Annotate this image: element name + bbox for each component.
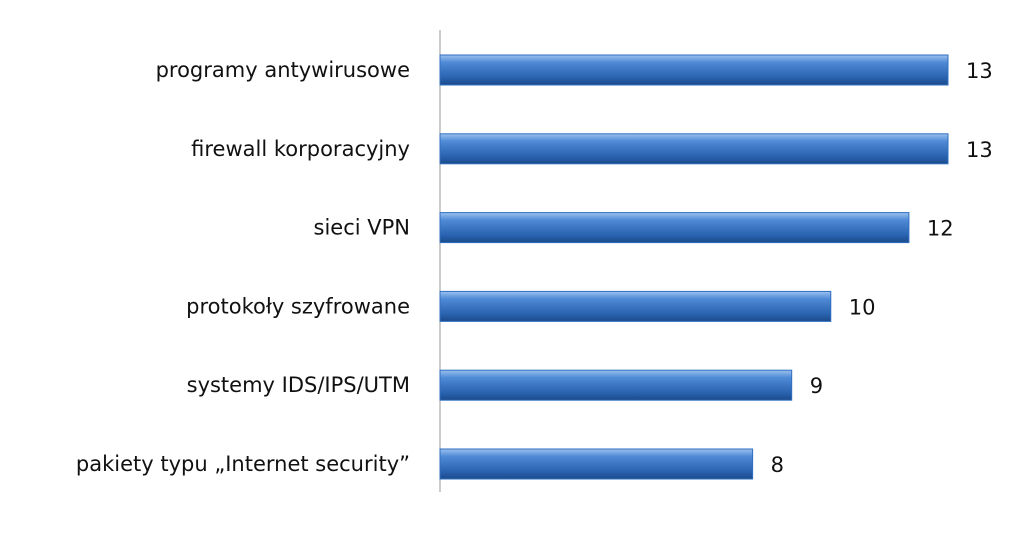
bar [439,54,949,86]
bar [439,212,910,244]
value-label: 13 [966,138,993,162]
bar [439,133,949,165]
value-label: 13 [966,59,993,83]
bar [439,448,754,480]
category-label: protokoły szyfrowane [186,294,410,318]
value-label: 8 [771,453,784,477]
category-label: programy antywirusowe [156,58,410,82]
value-label: 10 [849,295,876,319]
bar [439,369,793,401]
value-label: 9 [810,374,823,398]
bar [439,290,832,322]
category-label: sieci VPN [314,216,411,240]
category-label: systemy IDS/IPS/UTM [187,373,410,397]
category-label: firewall korporacyjny [191,137,410,161]
value-label: 12 [927,217,954,241]
category-label: pakiety typu „Internet security” [76,452,410,476]
